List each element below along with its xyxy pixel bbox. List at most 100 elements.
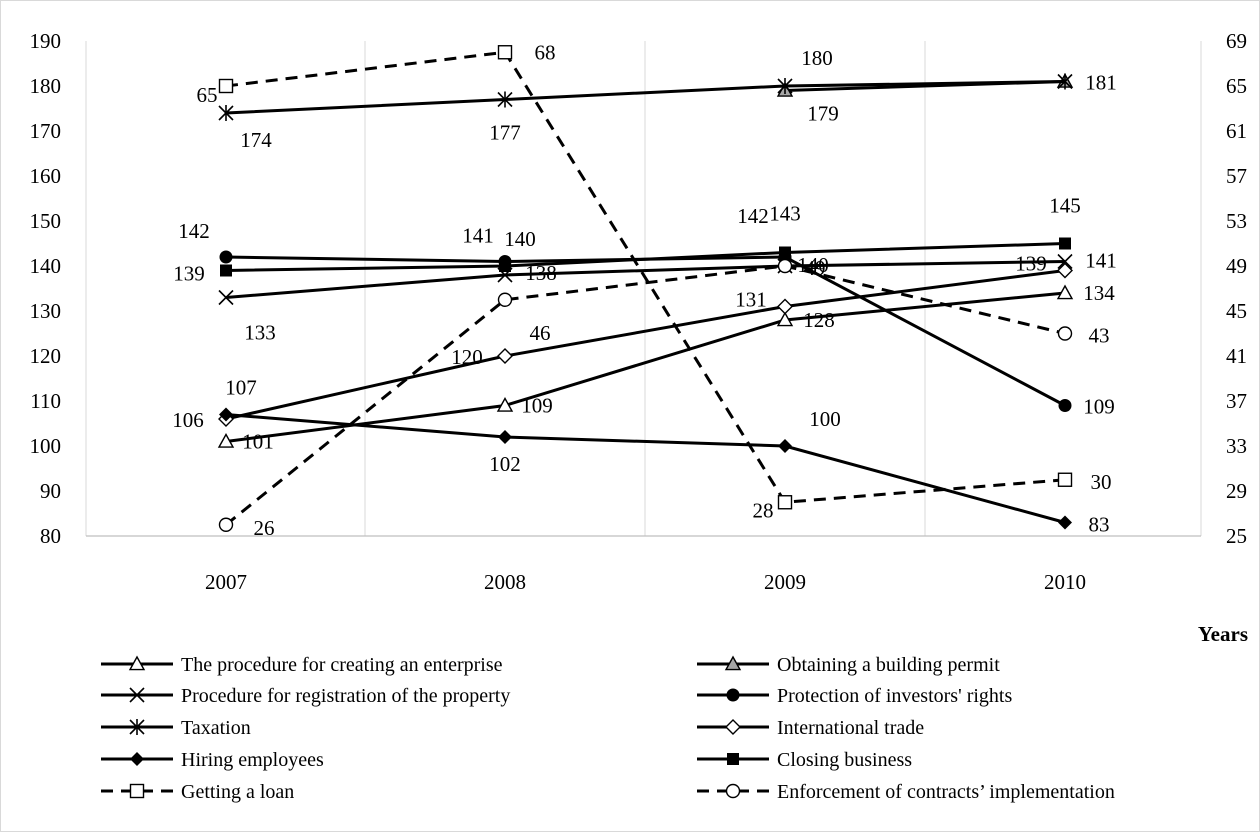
legend-marker <box>725 783 741 799</box>
legend-label: Taxation <box>181 717 251 739</box>
y-right-tick-label: 65 <box>1226 74 1247 98</box>
y-left-tick-label: 170 <box>30 119 62 143</box>
series-5-point <box>777 78 793 94</box>
y-right-tick-label: 37 <box>1226 389 1247 413</box>
series-3-data-label: 133 <box>244 321 276 345</box>
series-5-point <box>1057 73 1073 90</box>
series-7-data-label: 83 <box>1089 513 1110 537</box>
legend-label: Closing business <box>777 749 912 771</box>
series-4-data-label: 142 <box>737 204 769 228</box>
y-right-tick-label: 41 <box>1226 344 1247 368</box>
series-8-point <box>499 260 511 272</box>
x-tick-label: 2009 <box>764 570 806 594</box>
series-5-data-label: 180 <box>801 46 833 70</box>
legend-item: Procedure for registration of the proper… <box>101 685 510 707</box>
series-10-data-label: 26 <box>254 516 275 540</box>
x-axis-title: Years <box>1198 622 1248 646</box>
series-8-data-label: 139 <box>173 262 205 286</box>
y-left-tick-label: 100 <box>30 434 62 458</box>
y-left-tick-label: 140 <box>30 254 62 278</box>
series-9-data-label: 28 <box>753 498 774 522</box>
series-10-point <box>1057 326 1073 341</box>
y-left-tick-label: 80 <box>40 524 61 548</box>
series-2-data-label: 179 <box>807 102 839 126</box>
legend-item: Closing business <box>697 749 912 771</box>
legend-item: The procedure for creating an enterprise <box>101 654 503 676</box>
legend-label: Hiring employees <box>181 749 324 771</box>
series-7-point <box>1058 515 1072 530</box>
series-7-data-label: 107 <box>225 376 257 400</box>
legend-item: Hiring employees <box>101 749 324 771</box>
series-4-point <box>219 250 233 264</box>
series-6-data-label: 120 <box>451 345 483 369</box>
legend-label: Enforcement of contracts’ implementation <box>777 781 1115 803</box>
legend-item: Getting a loan <box>101 781 294 803</box>
series-7-point <box>778 439 792 453</box>
series-9-data-label: 30 <box>1091 470 1112 494</box>
x-tick-label: 2007 <box>205 570 247 594</box>
series-1-point <box>1056 284 1074 300</box>
legend-marker <box>129 783 145 799</box>
series-8-data-label: 143 <box>769 202 801 226</box>
legend-item: Protection of investors' rights <box>697 685 1012 707</box>
y-right-tick-label: 25 <box>1226 524 1247 548</box>
series-9-point <box>218 78 234 94</box>
series-5-data-label: 177 <box>489 121 521 145</box>
series-10-data-label: 46 <box>530 321 551 345</box>
legend-marker <box>129 719 145 735</box>
series-8-data-label: 145 <box>1049 194 1081 218</box>
series-4-data-label: 142 <box>178 219 210 243</box>
y-right-tick-label: 49 <box>1226 254 1247 278</box>
legend-item: Enforcement of contracts’ implementation <box>697 781 1115 803</box>
legend-label: Getting a loan <box>181 781 294 803</box>
legend-marker <box>129 687 145 703</box>
series-3-point <box>218 289 234 306</box>
y-left-tick-label: 150 <box>30 209 62 233</box>
y-right-tick-label: 29 <box>1226 479 1247 503</box>
x-tick-label: 2008 <box>484 570 526 594</box>
series-1-line <box>225 291 1066 443</box>
series-4-data-label: 141 <box>462 224 494 248</box>
legend-item: Taxation <box>101 717 251 739</box>
series-9-point <box>777 495 793 510</box>
y-right-tick-label: 61 <box>1226 119 1247 143</box>
series-7-data-label: 100 <box>809 407 841 431</box>
series-5-data-label: 174 <box>240 128 272 152</box>
y-left-tick-label: 130 <box>30 299 62 323</box>
legend-marker <box>724 655 742 671</box>
series-10-point <box>777 258 793 274</box>
y-left-tick-label: 110 <box>30 389 61 413</box>
series-6-data-label: 106 <box>172 408 204 432</box>
series-3-line <box>225 260 1066 299</box>
series-1-data-label: 128 <box>803 308 835 332</box>
y-left-tick-label: 180 <box>30 74 62 98</box>
y-right-tick-label: 69 <box>1226 29 1247 53</box>
series-9-point <box>1057 472 1073 487</box>
legend-label: Obtaining a building permit <box>777 654 1000 676</box>
series-3-data-label: 141 <box>1085 249 1117 273</box>
series-6-point <box>497 348 513 364</box>
legend-label: Protection of investors' rights <box>777 685 1012 707</box>
legend-marker <box>726 688 740 702</box>
series-1-point <box>217 433 235 448</box>
series-1-point <box>496 397 514 412</box>
legend-item: Obtaining a building permit <box>697 654 1000 676</box>
series-4-point <box>1058 399 1072 412</box>
series-10-line <box>225 264 1066 526</box>
series-10-point <box>497 292 513 307</box>
series-6-point <box>777 298 793 315</box>
series-7-point <box>219 407 233 422</box>
y-left-tick-label: 120 <box>30 344 62 368</box>
series-1-point <box>776 311 794 327</box>
y-left-tick-label: 190 <box>30 29 62 53</box>
legend-marker <box>727 753 739 765</box>
series-1-data-label: 109 <box>521 394 553 418</box>
x-tick-label: 2010 <box>1044 570 1086 594</box>
series-8-point <box>779 246 791 259</box>
y-left-tick-label: 90 <box>40 479 61 503</box>
series-6-line <box>225 269 1066 421</box>
series-8-line <box>225 242 1066 272</box>
series-1-data-label: 134 <box>1083 281 1115 305</box>
